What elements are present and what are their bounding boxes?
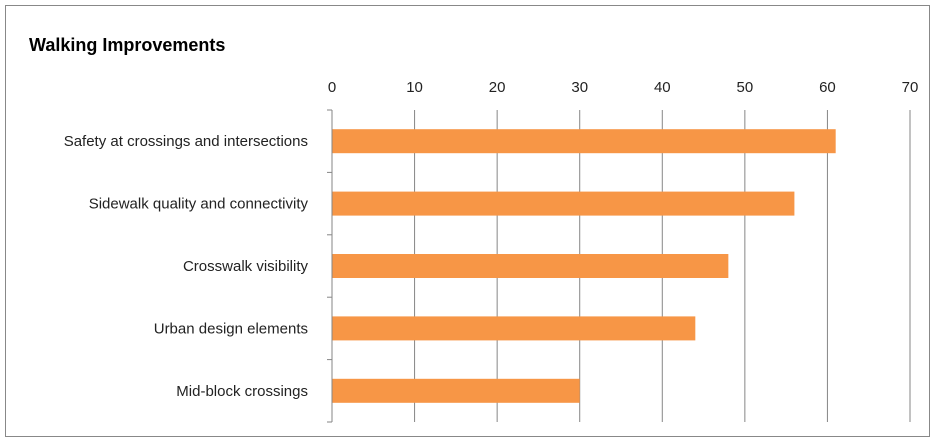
- x-tick-label: 20: [489, 79, 506, 96]
- category-label: Mid-block crossings: [176, 383, 308, 400]
- bars: [332, 129, 836, 403]
- x-tick-labels: 0 10 20 30 40 50 60 70: [328, 79, 919, 96]
- x-tick-label: 30: [571, 79, 588, 96]
- x-tick-label: 50: [737, 79, 754, 96]
- category-label: Sidewalk quality and connectivity: [89, 196, 309, 213]
- y-axis: [327, 109, 333, 423]
- category-labels: Safety at crossings and intersections Sid…: [64, 133, 309, 400]
- chart-frame: [5, 5, 930, 437]
- x-tick-label: 60: [819, 79, 836, 96]
- x-tick-label: 40: [654, 79, 671, 96]
- chart-title: Walking Improvements: [29, 35, 226, 55]
- category-label: Urban design elements: [154, 320, 308, 337]
- x-tick-label: 70: [902, 79, 919, 96]
- x-tick-label: 10: [406, 79, 423, 96]
- bar: [332, 254, 729, 278]
- bar: [332, 191, 795, 216]
- bar: [332, 316, 696, 341]
- x-tick-label: 0: [328, 79, 336, 96]
- category-label: Safety at crossings and intersections: [64, 133, 308, 150]
- bar: [332, 129, 836, 154]
- category-label: Crosswalk visibility: [183, 258, 309, 275]
- bar: [332, 378, 580, 403]
